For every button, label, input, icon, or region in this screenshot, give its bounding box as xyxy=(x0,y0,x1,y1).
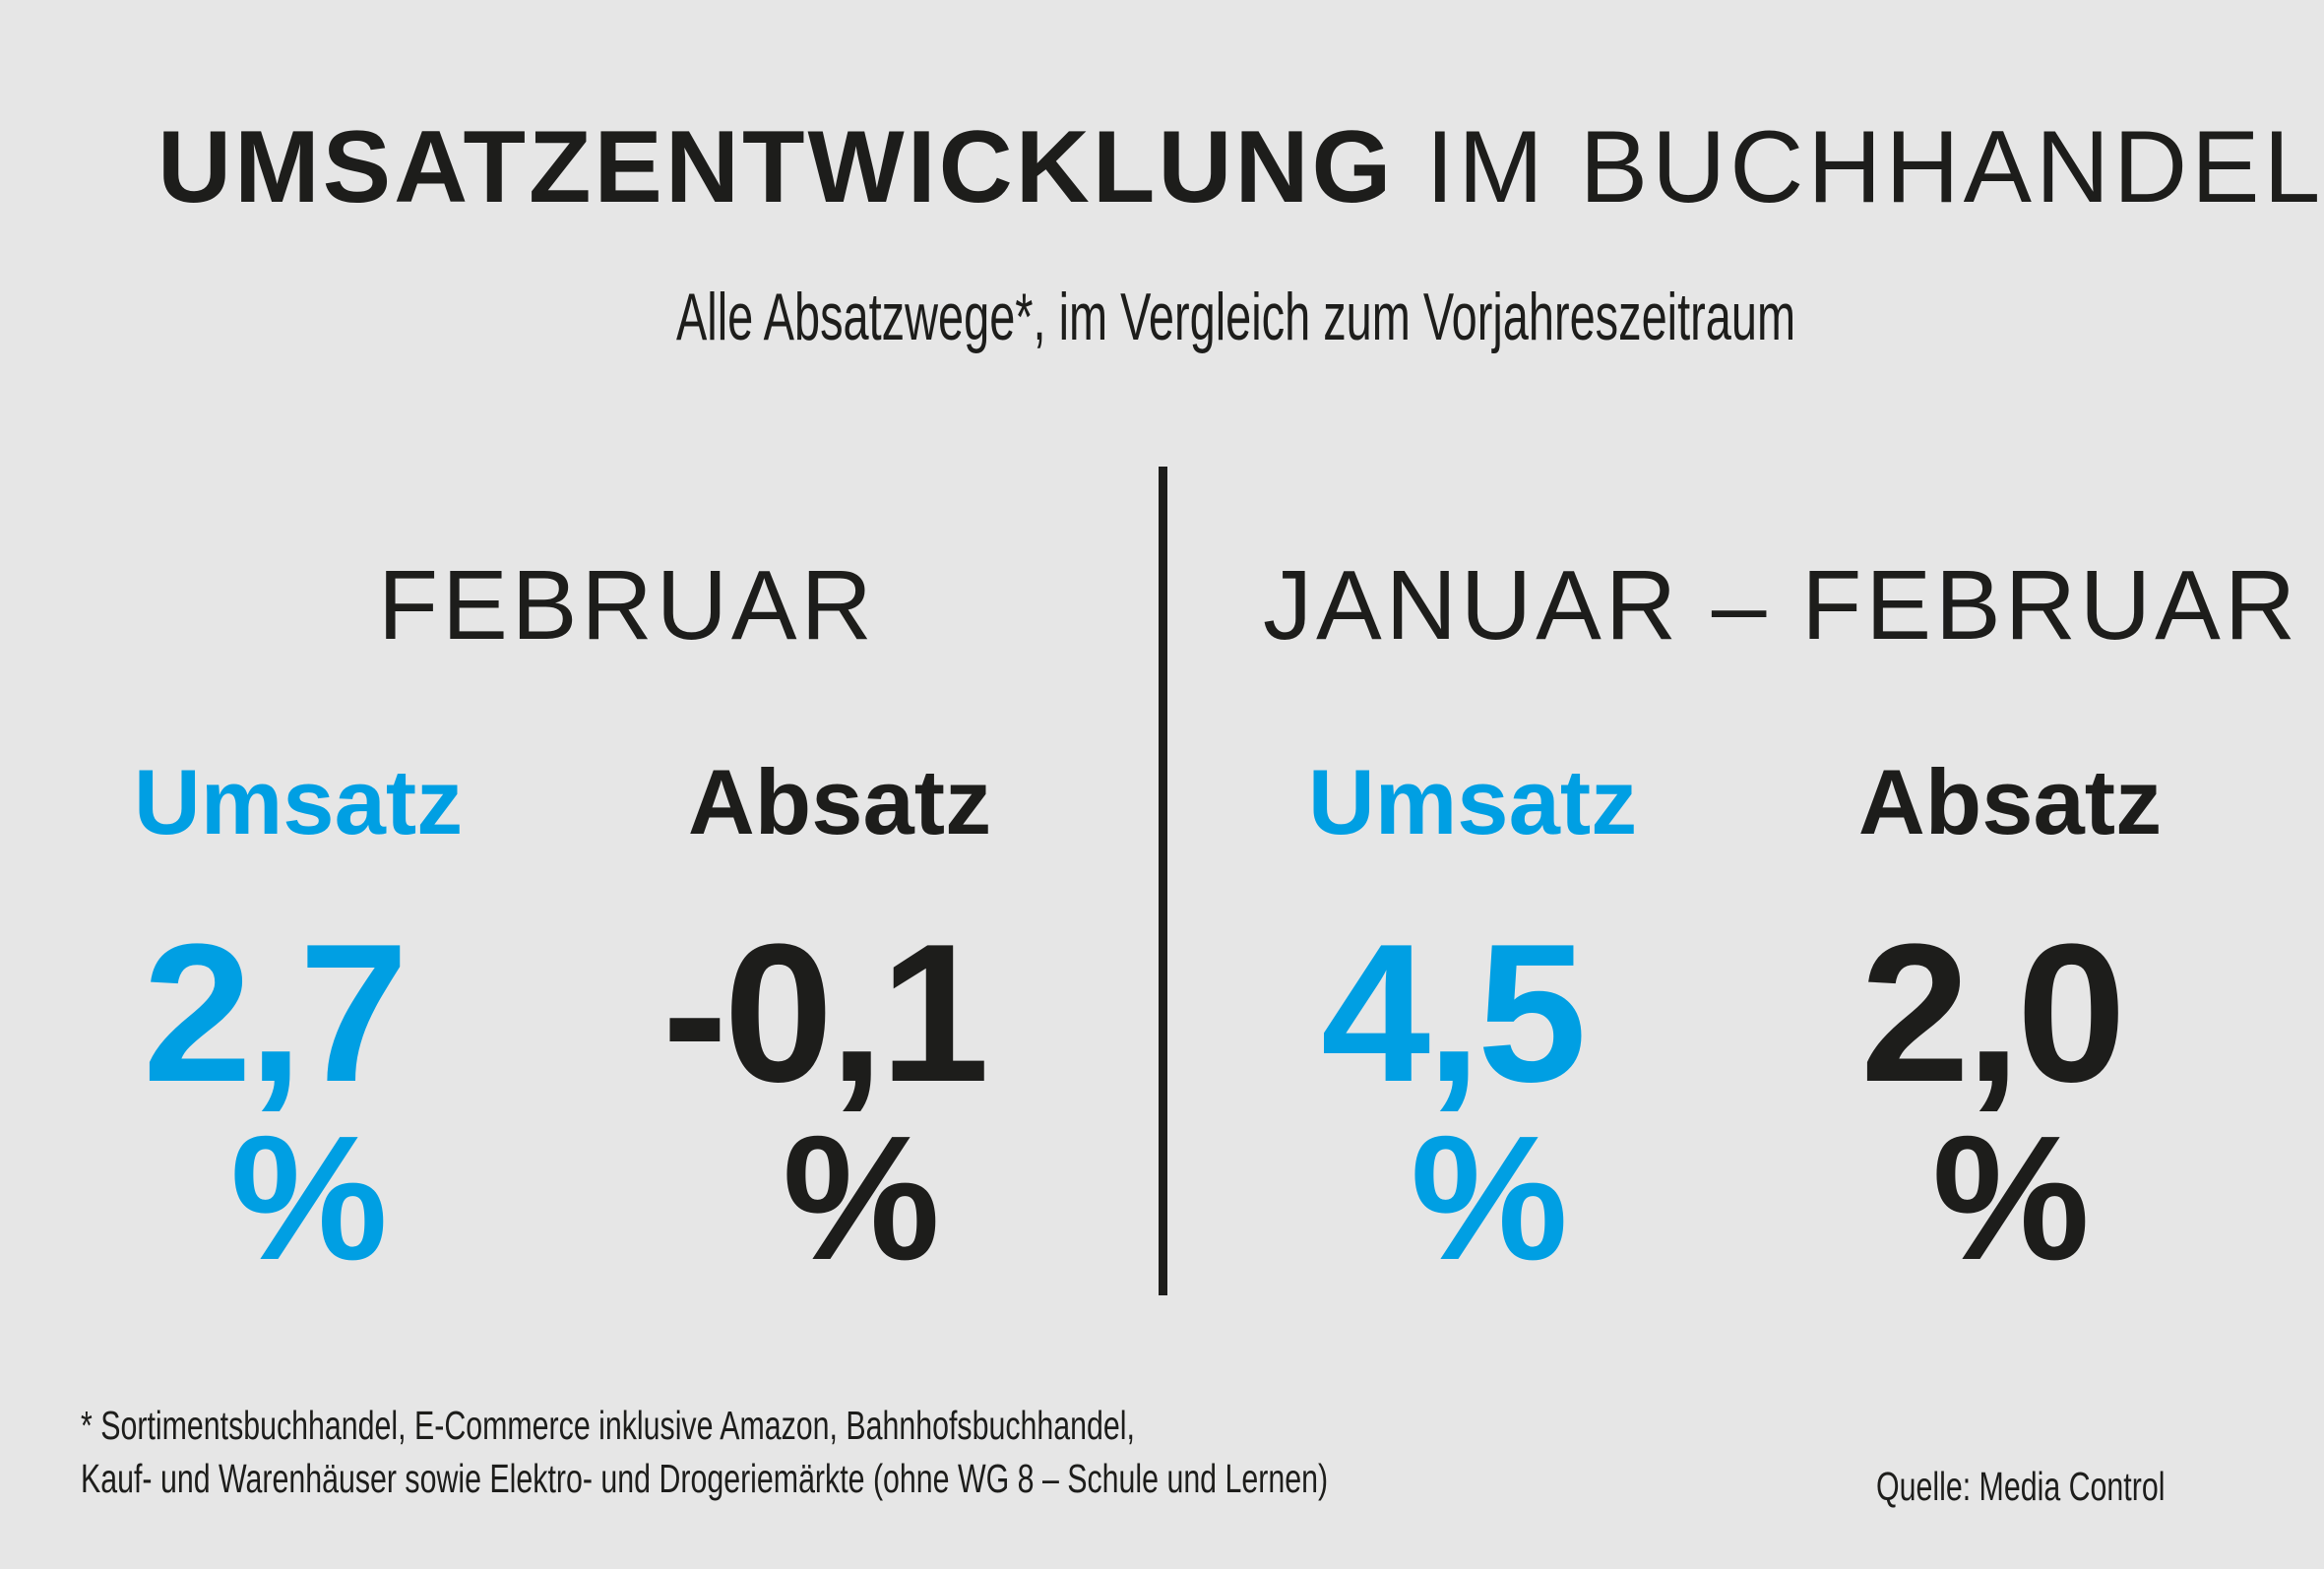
source-note: Quelle: Media Control xyxy=(1876,1464,2166,1509)
unit-absatz-janfeb: % xyxy=(1931,1099,2091,1297)
period-label-jan-feb: JANUAR – FEBRUAR xyxy=(1263,550,2300,660)
value-umsatz-feb: 2,7 xyxy=(142,904,408,1123)
footnote-line-1: * Sortimentsbuchhandel, E-Commerce inklu… xyxy=(81,1403,1135,1448)
value-umsatz-janfeb: 4,5 xyxy=(1320,904,1587,1123)
metric-label-umsatz-janfeb: Umsatz xyxy=(1307,750,1638,853)
unit-absatz-feb: % xyxy=(782,1099,941,1297)
unit-umsatz-janfeb: % xyxy=(1410,1099,1569,1297)
metric-label-umsatz-feb: Umsatz xyxy=(133,750,464,853)
subtitle: Alle Absatzwege*, im Vergleich zum Vorja… xyxy=(676,280,1796,354)
value-absatz-janfeb: 2,0 xyxy=(1859,904,2126,1123)
footnote-line-2: Kauf- und Warenhäuser sowie Elektro- und… xyxy=(81,1456,1329,1501)
title-bold: UMSATZENTWICKLUNG xyxy=(157,110,1395,224)
value-absatz-feb: -0,1 xyxy=(661,904,990,1123)
page-title: UMSATZENTWICKLUNG IM BUCHHANDEL xyxy=(157,116,2324,219)
period-label-februar: FEBRUAR xyxy=(378,550,876,660)
metric-label-absatz-feb: Absatz xyxy=(687,750,992,853)
title-light: IM BUCHHANDEL xyxy=(1425,110,2324,224)
metric-label-absatz-janfeb: Absatz xyxy=(1857,750,2163,853)
unit-umsatz-feb: % xyxy=(229,1099,389,1297)
divider xyxy=(1159,467,1167,1295)
